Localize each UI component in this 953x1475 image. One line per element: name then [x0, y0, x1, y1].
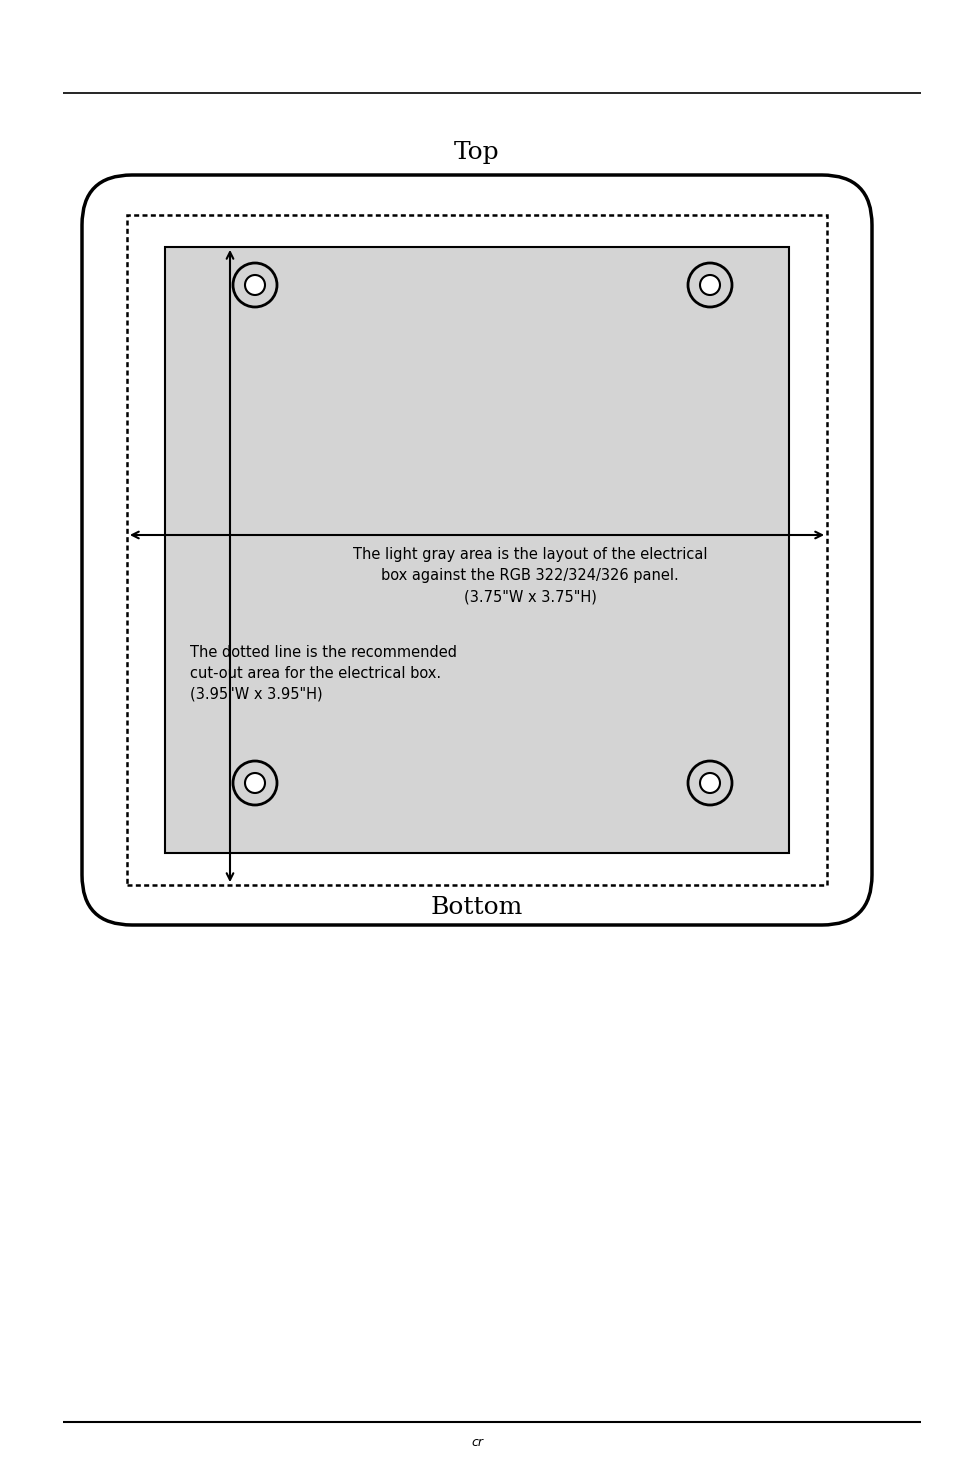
Circle shape	[245, 274, 265, 295]
Text: cr: cr	[471, 1437, 482, 1450]
Bar	[165, 246, 788, 853]
Circle shape	[687, 761, 731, 805]
Bar	[127, 215, 826, 885]
Text: Bottom: Bottom	[431, 895, 522, 919]
Circle shape	[700, 274, 720, 295]
Text: Top: Top	[454, 142, 499, 165]
Text: The dotted line is the recommended
cut-out area for the electrical box.
(3.95"W : The dotted line is the recommended cut-o…	[190, 645, 456, 702]
Text: The light gray area is the layout of the electrical
box against the RGB 322/324/: The light gray area is the layout of the…	[353, 547, 706, 603]
Circle shape	[233, 761, 276, 805]
Circle shape	[245, 773, 265, 794]
Circle shape	[700, 773, 720, 794]
Circle shape	[687, 263, 731, 307]
Circle shape	[233, 263, 276, 307]
FancyBboxPatch shape	[82, 176, 871, 925]
